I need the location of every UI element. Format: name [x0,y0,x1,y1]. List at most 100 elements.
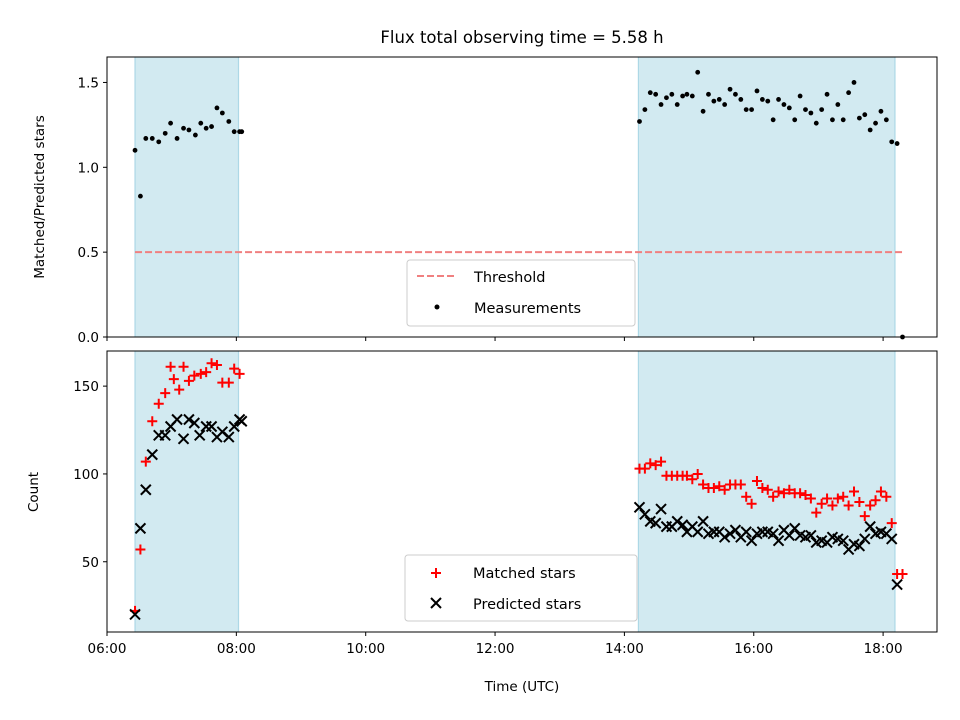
matched-stars-point [168,374,179,385]
matched-stars-point [639,463,650,474]
matched-stars-point [886,518,897,529]
matched-stars-point [881,491,892,502]
matched-stars-point [708,482,719,493]
predicted-stars-point [159,429,171,442]
measurement-point [181,125,186,131]
measurement-point [727,86,733,92]
ratio-plot-frame [106,56,938,338]
matched-stars-point [687,474,698,485]
x-tick-label: 12:00 [476,641,515,657]
measurement-point [700,108,706,114]
measurement-point [754,88,760,94]
measurement-point [156,139,162,145]
top-observing-windows [134,57,896,337]
matched-stars-point [865,500,876,511]
matched-legend-swatch [431,568,441,578]
matched-stars-point [746,498,757,509]
matched-stars-point [165,361,176,372]
measurement-point [765,98,771,104]
matched-stars-point [135,544,146,555]
measurement-point [231,129,237,135]
measurement-point [203,125,209,131]
count-plot-frame [106,350,938,633]
matched-stars-point [211,360,222,371]
predicted-stars-point [767,527,779,540]
measurement-point [808,110,814,116]
measurement-point [781,102,787,107]
matched-stars-point [178,361,189,372]
measurement-point [664,95,669,101]
measurement-point [674,102,680,107]
matched-stars-point [751,475,762,486]
matched-stars-point [795,488,806,499]
matched-stars-point [195,368,206,379]
matched-stars-point [140,456,151,467]
measurement-point [840,117,846,123]
y-tick-label: 100 [73,467,99,483]
ratio-y-ticks: 0.0 0.5 1.0 1.5 [78,75,107,346]
measurement-point [689,93,695,99]
matched-stars-point [650,460,661,471]
measurement-point [813,120,819,126]
measurements-legend-swatch [434,304,440,310]
matched-stars-point [692,468,703,479]
measurement-point [209,124,214,129]
matched-stars-point [805,493,816,504]
predicted-stars-point [772,534,785,547]
measurement-point [797,93,803,99]
matched-stars-series [130,358,908,616]
measurement-point [174,136,180,141]
matched-stars-point [160,388,171,399]
matched-stars-point [784,484,795,495]
y-tick-label: 150 [73,379,99,395]
measurement-point [867,127,873,133]
predicted-stars-point [864,520,876,533]
matched-stars-point [229,363,240,374]
measurement-point [642,107,648,113]
matched-stars-point [735,479,746,490]
predicted-stars-point [783,529,796,542]
x-tick-label: 16:00 [734,641,773,657]
matched-stars-point [681,470,692,481]
predicted-legend-label: Predicted stars [473,597,581,613]
matched-stars-point [174,384,185,395]
measurement-point [883,117,889,123]
count-x-ticks: 06:00 08:00 10:00 12:00 14:00 16:00 18:00 [88,632,903,657]
predicted-legend-swatch [430,597,442,609]
matched-stars-point [875,486,886,497]
y-tick-label: 0.0 [78,330,99,346]
matched-stars-point [757,482,768,493]
predicted-stars-point [789,522,801,535]
measurement-point [162,130,168,136]
predicted-stars-point [724,527,736,540]
matched-stars-point [822,493,833,504]
measurement-point [186,127,192,133]
predicted-stars-point [718,531,731,543]
y-tick-label: 50 [82,555,99,571]
measurement-point [219,110,225,116]
predicted-stars-point [859,533,871,545]
measurement-point [851,80,857,85]
ratio-legend: Threshold Measurements [406,259,636,327]
measurement-point [803,107,808,113]
matched-stars-point [854,497,865,508]
measurement-point [226,119,232,124]
x-tick-label: 14:00 [605,641,644,657]
matched-stars-point [859,511,870,522]
matched-stars-point [778,488,789,499]
predicted-stars-point [633,501,646,514]
matched-stars-point [741,491,752,502]
measurement-point [149,136,155,141]
matched-stars-point [201,367,212,378]
matched-stars-point [645,458,656,469]
measurement-point [862,112,868,118]
measurement-point [192,132,198,138]
matched-stars-point [183,375,194,386]
measurement-points [132,69,905,340]
predicted-stars-point [729,524,742,536]
predicted-stars-point [886,533,898,545]
ratio-y-axis-label: Matched/Predicted stars [32,115,48,278]
count-y-axis-label: Count [26,472,42,512]
measurement-point [198,120,204,126]
